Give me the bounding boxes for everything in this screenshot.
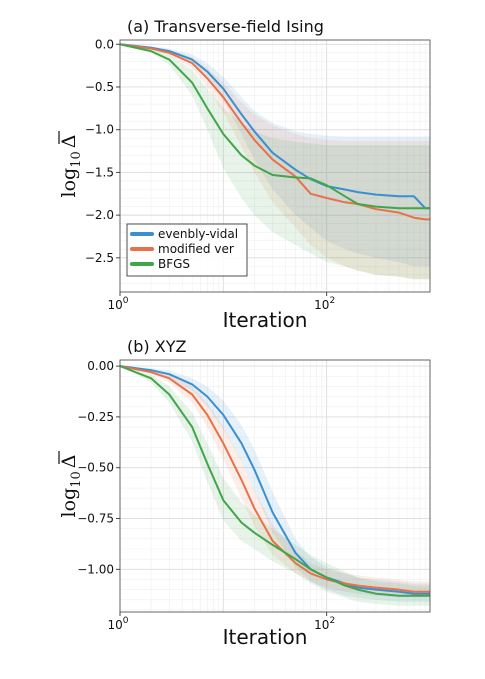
series-line-3 (119, 43, 430, 210)
x-tick-label: 100 (107, 296, 128, 312)
y-tick-label: −0.75 (77, 512, 114, 526)
grid (119, 40, 430, 292)
chart-panel-2: 0.00 −0.25 −0.50 −0.75 −1.00 100 102 (b) XYZ Ite… (58, 337, 431, 649)
chart-panel-1: 0.0 −0.5 −1.0 −1.5 −2.0 −2.5 100 102 (a) Transve… (58, 17, 431, 332)
y-tick-label: −2.5 (85, 251, 114, 265)
plot-area (120, 360, 430, 612)
legend-label-1: evenbly-vidal (158, 227, 238, 241)
y-tick-label: −1.0 (85, 123, 114, 137)
x-tick-label: 102 (314, 616, 335, 632)
x-axis-label: Iteration (223, 308, 308, 332)
x-axis-label: Iteration (223, 625, 308, 649)
y-tick-label: 0.00 (87, 359, 114, 373)
chart-title: (b) XYZ (127, 337, 186, 356)
plot-frame (119, 39, 431, 293)
legend-label-3: BFGS (158, 257, 190, 271)
series-band-2 (120, 366, 430, 598)
y-axis-label: log10Δ (58, 451, 84, 517)
plot-frame (119, 359, 431, 613)
series-line-3 (119, 365, 430, 597)
y-tick-label: −1.5 (85, 165, 114, 179)
y-tick-label: −1.00 (77, 562, 114, 576)
chart-title: (a) Transverse-field Ising (127, 17, 324, 36)
y-tick-label: −0.5 (85, 80, 114, 94)
series-band-3 (120, 366, 430, 606)
grid (119, 360, 430, 612)
y-axis-label: log10Δ (58, 131, 84, 197)
legend-label-2: modified ver (158, 242, 234, 256)
y-axis-label-text: log10Δ (58, 135, 84, 198)
series-line-1 (119, 365, 430, 595)
y-axis-label-text: log10Δ (58, 455, 84, 518)
x-tick-label: 102 (314, 296, 335, 312)
y-tick-label: −2.0 (85, 208, 114, 222)
y-tick-label: −0.50 (77, 461, 114, 475)
x-tick-label: 100 (107, 616, 128, 632)
y-tick-label: 0.0 (95, 37, 114, 51)
y-tick-label: −0.25 (77, 410, 114, 424)
series-line-1 (119, 43, 430, 210)
